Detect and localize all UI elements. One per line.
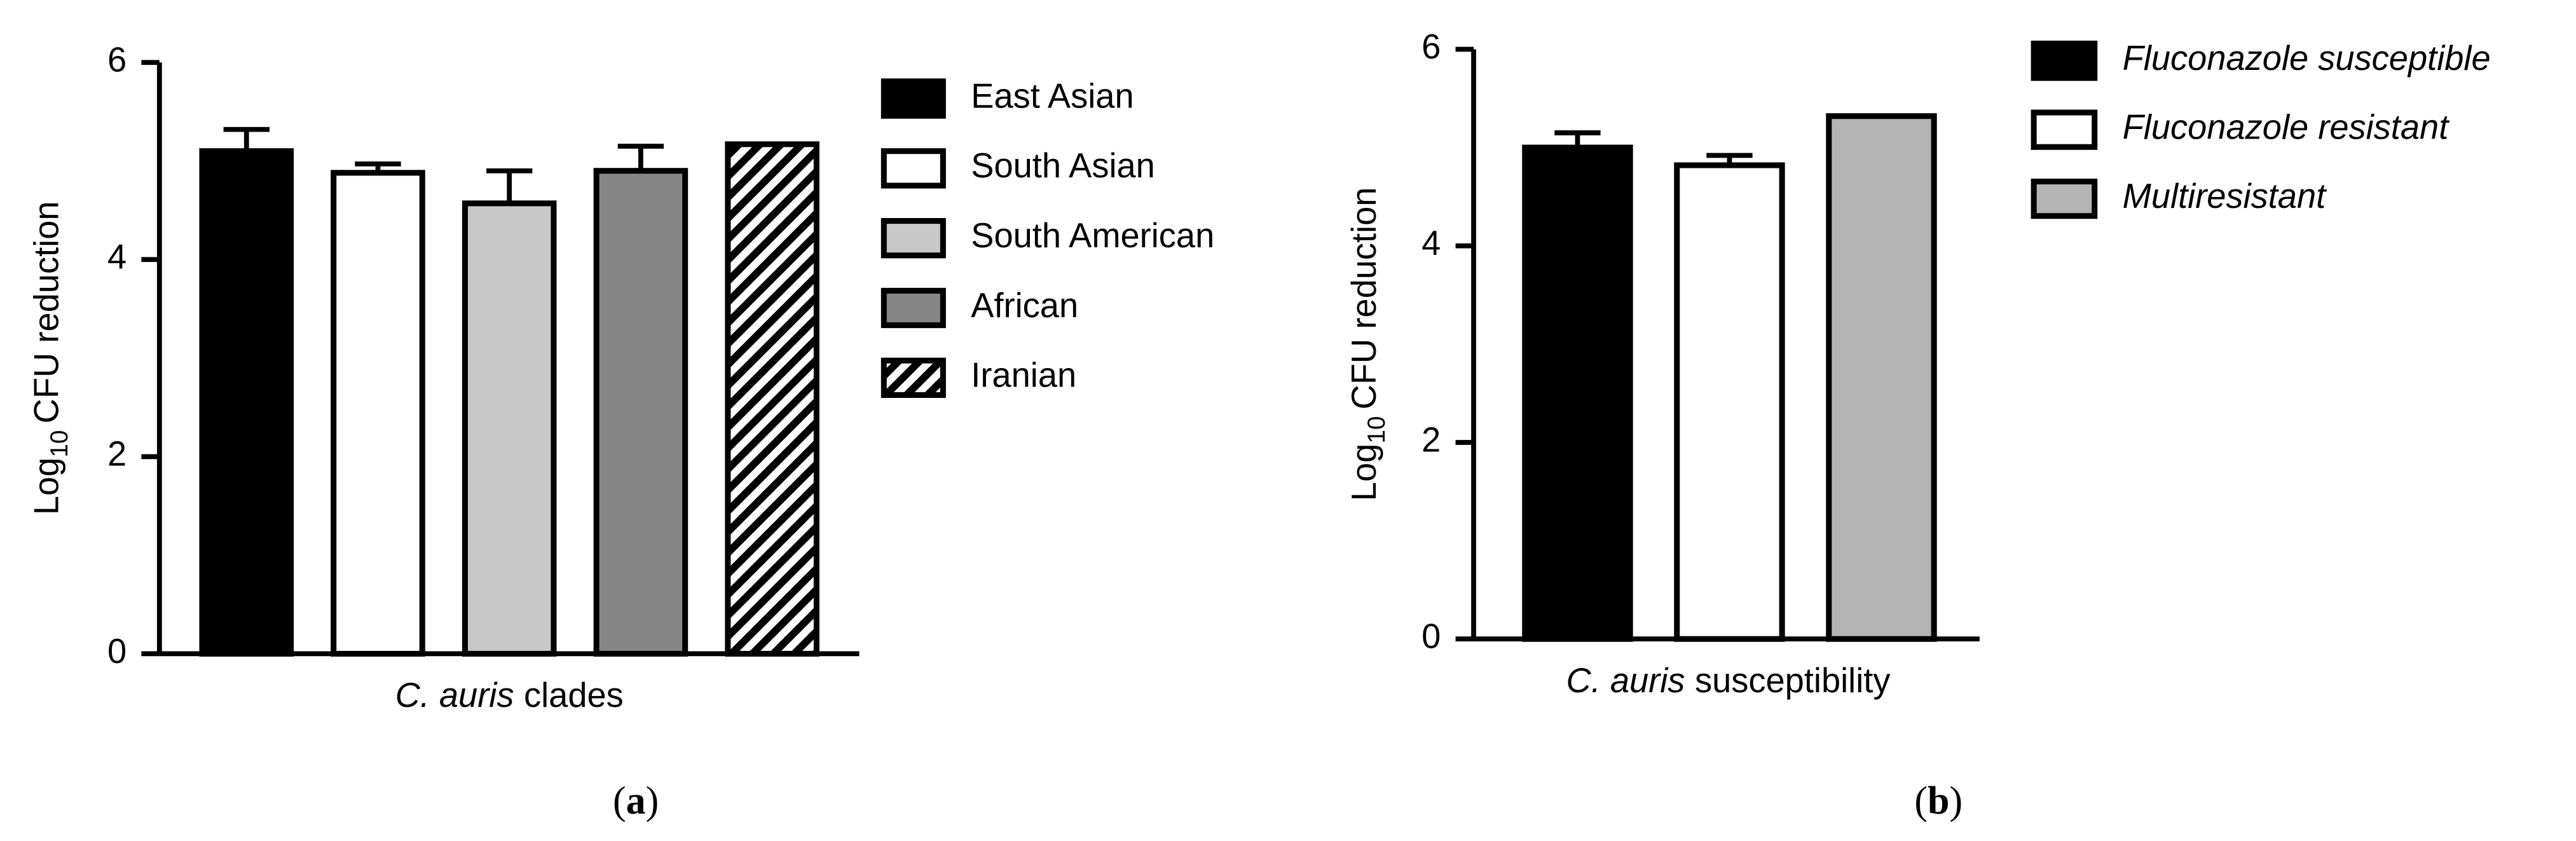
legend-label: Fluconazole susceptible (2123, 39, 2491, 78)
panel-paren: ) (1950, 779, 1963, 823)
legend-label: South Asian (971, 147, 1155, 185)
error-bar (617, 144, 664, 171)
panel-paren: ) (646, 779, 659, 823)
y-tick-label: 4 (1422, 224, 1441, 263)
legend-swatch (880, 78, 946, 119)
y-label-text: Log (28, 458, 66, 516)
chart-panel: 0 2 4 6 Log10 CFU reduction C. auris susceptibi… (1345, 28, 2490, 823)
x-label-text: susceptibility (1695, 662, 1891, 700)
panel-letter: a (626, 779, 646, 823)
legend-label: African (971, 287, 1078, 325)
legend-label: South American (971, 217, 1214, 255)
bar (1826, 113, 1937, 642)
bar (331, 170, 425, 657)
bar (1522, 144, 1633, 642)
legend-label: Iranian (971, 357, 1076, 395)
legend-swatch (2031, 40, 2098, 81)
panel-paren: ( (613, 779, 626, 823)
error-bar (223, 126, 270, 151)
legend-label: East Asian (971, 77, 1134, 115)
legend-swatch (880, 148, 946, 189)
bar (199, 148, 294, 657)
chart-panel: 0 2 4 6 Log10 CFU reduction C. auris clades (a) E… (28, 41, 1214, 823)
legend-label: Fluconazole resistant (2123, 108, 2450, 146)
y-tick-label: 2 (107, 435, 127, 474)
y-tick-label: 2 (1422, 421, 1441, 459)
bar (593, 168, 689, 657)
panel-label: (a) (613, 779, 659, 823)
y-tick-label: 6 (107, 41, 127, 79)
bar (1674, 162, 1785, 642)
y-tick-label: 4 (107, 238, 127, 277)
x-label-text: clades (524, 677, 624, 715)
x-label-italic: C. auris (395, 677, 514, 715)
panel-label: (b) (1914, 779, 1963, 823)
y-tick-label: 0 (107, 632, 127, 671)
legend-swatch (880, 357, 946, 398)
panel-paren: ( (1914, 779, 1928, 823)
legend-swatch (880, 218, 946, 259)
y-label-text: CFU reduction (1345, 187, 1383, 409)
x-axis-label: C. auris clades (395, 677, 624, 715)
y-tick-label: 0 (1422, 617, 1441, 655)
error-bar (486, 168, 533, 203)
legend-swatch (880, 287, 946, 329)
y-axis-label: Log10 CFU reduction (1345, 187, 1390, 501)
x-axis-label: C. auris susceptibility (1566, 662, 1891, 700)
y-label-subscript: 10 (46, 430, 73, 458)
y-label-text: CFU reduction (28, 201, 66, 423)
x-label-italic: C. auris (1566, 662, 1685, 700)
bar (725, 141, 819, 657)
legend-label: Multiresistant (2123, 177, 2327, 215)
panel-letter: b (1928, 779, 1949, 823)
legend-swatch (2031, 179, 2098, 219)
y-label-text: Log (1345, 444, 1383, 502)
y-axis-label: Log10 CFU reduction (28, 201, 73, 515)
bar (462, 200, 557, 657)
y-tick-label: 6 (1422, 28, 1441, 66)
legend-swatch (2031, 109, 2098, 150)
y-label-subscript: 10 (1363, 416, 1390, 444)
